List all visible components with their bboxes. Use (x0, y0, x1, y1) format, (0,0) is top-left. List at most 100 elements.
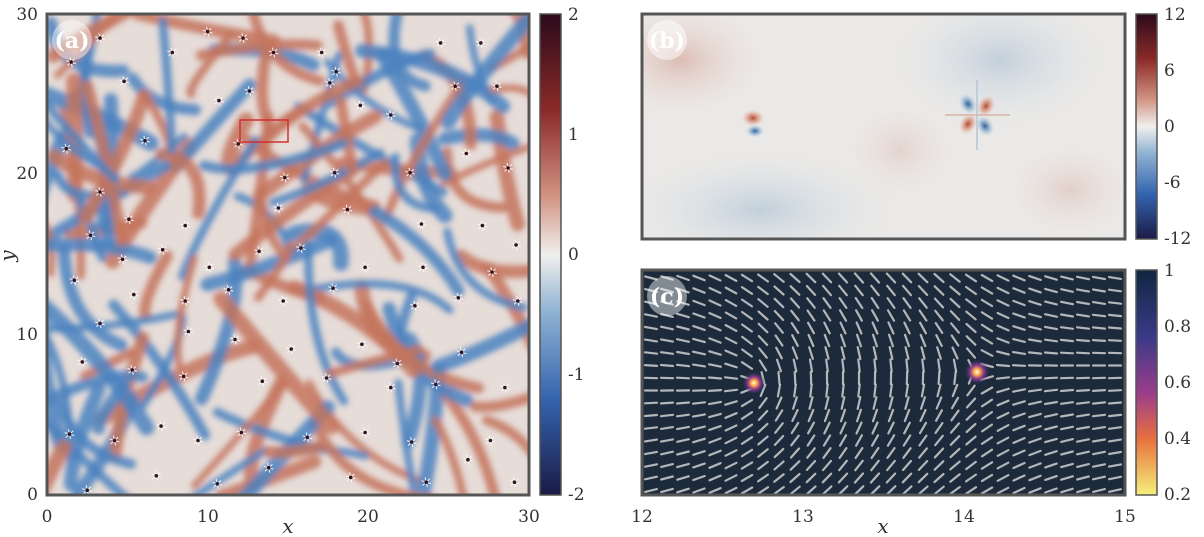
director-segment (1107, 276, 1123, 280)
director-segment (949, 460, 961, 471)
field-stripe (177, 135, 260, 281)
director-segment (1059, 313, 1075, 318)
field-stripe (454, 249, 529, 279)
x-tick-label: 30 (518, 507, 540, 527)
director-segment (1075, 401, 1091, 405)
director-segment (659, 363, 675, 368)
director-segment (935, 396, 943, 410)
defect-core-plus-half (743, 372, 765, 394)
defect-marker (117, 254, 128, 265)
field-stripe (139, 250, 173, 322)
field-stripe (47, 370, 148, 406)
director-segment (917, 460, 929, 471)
director-segment (903, 421, 911, 435)
defect-marker (487, 267, 497, 278)
panel-c-field (642, 270, 1125, 495)
field-stripe (469, 392, 529, 413)
defect-marker (416, 219, 427, 230)
director-segment (740, 298, 754, 308)
field-stripe (431, 416, 468, 495)
colorbar-tick-label: 0.4 (1164, 429, 1191, 449)
defect-marker (183, 326, 194, 337)
director-segment (675, 401, 691, 405)
director-segment (757, 448, 769, 458)
director-segment (919, 333, 927, 348)
director-segment (1012, 486, 1026, 495)
director-segment (934, 321, 944, 335)
director-segment (708, 350, 722, 356)
director-segment (854, 296, 864, 310)
director-segment (1012, 461, 1026, 470)
director-segment (821, 485, 833, 495)
defect-plus-half (741, 109, 765, 138)
director-segment (805, 272, 817, 284)
colorbar-tick-label: 0.8 (1164, 317, 1191, 337)
director-segment (838, 459, 848, 472)
director-segment (949, 473, 961, 483)
director-segment (965, 410, 977, 421)
director-segment (1107, 301, 1123, 305)
director-segment (708, 337, 722, 344)
director-segment (855, 321, 863, 335)
director-segment (1107, 413, 1123, 418)
director-segment (886, 309, 896, 322)
field-stripe (286, 158, 389, 256)
director-segment (724, 299, 738, 307)
field-stripe (47, 418, 130, 495)
director-segment (902, 309, 912, 322)
director-segment (980, 311, 994, 320)
director-segment (872, 396, 878, 410)
panel-c-defects (743, 360, 989, 394)
director-segment (917, 272, 929, 284)
defect-marker (279, 172, 290, 183)
director-segment (904, 383, 910, 398)
director-segment (644, 288, 658, 293)
director-segment (1043, 376, 1059, 380)
director-segment (1012, 437, 1026, 444)
panel-a-defects (61, 26, 523, 495)
director-segment (691, 350, 707, 356)
field-stripe (440, 143, 529, 187)
director-segment (838, 284, 848, 297)
director-segment (692, 425, 706, 431)
director-segment (660, 313, 674, 318)
director-segment (643, 426, 659, 430)
director-segment (996, 337, 1010, 344)
director-segment (791, 346, 799, 360)
director-segment (901, 272, 913, 284)
defect-marker (345, 472, 356, 483)
director-segment (888, 396, 894, 410)
director-segment (980, 423, 994, 433)
director-segment (1012, 287, 1026, 294)
director-segment (840, 396, 846, 410)
director-segment (740, 436, 754, 445)
panel-b-defects (741, 80, 1010, 150)
director-segment (708, 487, 722, 494)
director-segment (790, 309, 800, 322)
director-segment (854, 284, 864, 297)
director-segment (809, 383, 813, 398)
director-segment (789, 485, 801, 495)
defect-marker (212, 478, 223, 489)
director-segment (676, 312, 690, 319)
director-segment (643, 475, 659, 481)
director-segment (1060, 275, 1074, 281)
field-stripe (140, 91, 181, 174)
x-tick-label: 10 (197, 507, 219, 527)
director-segment (676, 300, 690, 306)
director-segment (870, 284, 880, 297)
director-segment (964, 486, 978, 495)
director-segment (917, 472, 929, 484)
director-segment (980, 461, 994, 470)
director-segment (643, 463, 659, 468)
director-segment (660, 287, 674, 294)
director-segment (822, 447, 832, 459)
director-segment (919, 409, 927, 422)
director-segment (740, 411, 754, 420)
director-segment (773, 447, 785, 459)
defect-marker (511, 239, 522, 250)
field-stripe (325, 48, 436, 108)
colorbar-tick-label: 6 (1164, 61, 1175, 81)
director-segment (708, 299, 722, 307)
